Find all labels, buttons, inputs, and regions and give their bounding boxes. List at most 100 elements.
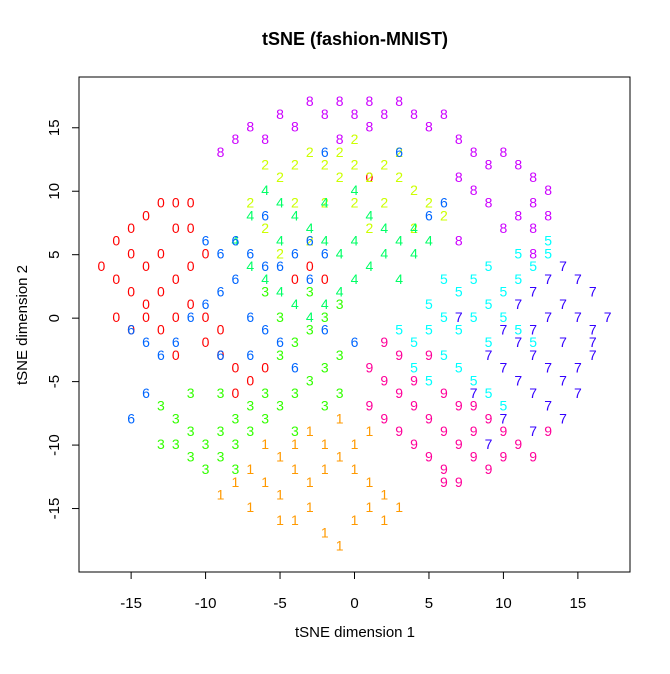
point-class-5: 5 [425,322,433,338]
point-class-1: 1 [365,474,373,490]
point-class-1: 1 [321,436,329,452]
point-class-6: 6 [172,334,180,350]
point-class-9: 9 [544,423,552,439]
point-class-7: 7 [604,309,612,325]
point-class-0: 0 [187,195,195,211]
point-class-1: 1 [246,461,254,477]
point-class-2: 2 [306,144,314,160]
point-class-6: 6 [306,271,314,287]
point-class-3: 3 [246,398,254,414]
point-class-8: 8 [529,245,537,261]
point-class-9: 9 [440,461,448,477]
point-class-4: 4 [246,207,254,223]
point-class-9: 9 [455,436,463,452]
point-class-4: 4 [425,233,433,249]
point-class-2: 2 [365,169,373,185]
point-class-6: 6 [261,258,269,274]
point-class-7: 7 [544,360,552,376]
point-class-0: 0 [321,271,329,287]
point-class-9: 9 [365,398,373,414]
point-class-6: 6 [202,233,210,249]
point-class-9: 9 [485,461,493,477]
point-class-2: 2 [351,157,359,173]
point-class-8: 8 [455,233,463,249]
point-class-9: 9 [470,448,478,464]
point-class-6: 6 [261,322,269,338]
point-class-9: 9 [425,448,433,464]
point-class-3: 3 [157,436,165,452]
point-class-6: 6 [187,309,195,325]
point-class-8: 8 [514,207,522,223]
point-class-2: 2 [321,195,329,211]
point-class-4: 4 [276,283,284,299]
point-class-5: 5 [485,334,493,350]
point-class-1: 1 [336,448,344,464]
point-class-7: 7 [544,309,552,325]
point-class-3: 3 [261,283,269,299]
point-class-5: 5 [470,309,478,325]
point-class-3: 3 [276,309,284,325]
point-class-8: 8 [529,169,537,185]
point-class-2: 2 [306,233,314,249]
point-class-1: 1 [306,474,314,490]
point-class-7: 7 [574,360,582,376]
point-class-8: 8 [425,118,433,134]
point-class-8: 8 [544,207,552,223]
y-axis: -15 -10 -5 0 5 10 15 [46,119,80,519]
x-tick-label: -10 [195,595,217,612]
point-class-7: 7 [544,398,552,414]
point-class-3: 3 [246,423,254,439]
point-class-8: 8 [231,131,239,147]
point-class-2: 2 [261,157,269,173]
point-class-5: 5 [529,334,537,350]
point-class-4: 4 [395,271,403,287]
point-class-1: 1 [261,474,269,490]
point-class-3: 3 [291,385,299,401]
y-tick-label: 15 [46,119,63,136]
point-class-7: 7 [529,423,537,439]
point-class-3: 3 [172,410,180,426]
point-class-7: 7 [559,296,567,312]
point-class-4: 4 [395,233,403,249]
point-class-7: 7 [470,385,478,401]
point-class-9: 9 [485,410,493,426]
point-class-8: 8 [410,106,418,122]
point-class-3: 3 [336,296,344,312]
point-class-6: 6 [261,207,269,223]
point-class-8: 8 [440,106,448,122]
point-class-2: 2 [410,182,418,198]
point-class-8: 8 [306,93,314,109]
point-class-9: 9 [500,448,508,464]
point-class-6: 6 [321,245,329,261]
point-class-1: 1 [306,423,314,439]
point-class-5: 5 [440,271,448,287]
point-class-5: 5 [455,360,463,376]
point-class-3: 3 [291,423,299,439]
point-class-3: 3 [261,385,269,401]
point-class-7: 7 [529,322,537,338]
point-class-4: 4 [380,245,388,261]
point-class-4: 4 [261,182,269,198]
y-tick-label: 0 [46,314,63,322]
point-class-8: 8 [485,157,493,173]
point-class-5: 5 [544,233,552,249]
point-class-9: 9 [440,385,448,401]
point-class-4: 4 [365,207,373,223]
point-class-6: 6 [246,347,254,363]
point-class-3: 3 [276,347,284,363]
point-class-7: 7 [500,410,508,426]
point-class-7: 7 [529,347,537,363]
point-class-0: 0 [127,245,135,261]
point-class-4: 4 [351,233,359,249]
point-class-0: 0 [157,195,165,211]
point-class-0: 0 [217,347,225,363]
point-class-3: 3 [306,372,314,388]
point-class-2: 2 [291,157,299,173]
point-class-3: 3 [217,423,225,439]
